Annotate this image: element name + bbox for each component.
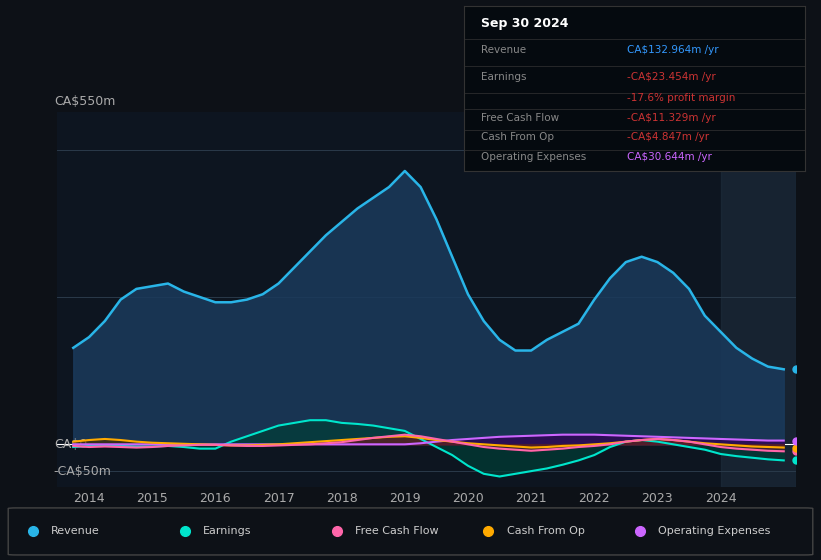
Text: CA$0: CA$0 <box>54 438 87 451</box>
Text: Operating Expenses: Operating Expenses <box>481 152 586 162</box>
Text: CA$550m: CA$550m <box>54 95 115 108</box>
Text: Operating Expenses: Operating Expenses <box>658 526 771 536</box>
Bar <box>721 112 796 487</box>
Text: CA$132.964m /yr: CA$132.964m /yr <box>627 45 719 55</box>
Text: Revenue: Revenue <box>51 526 99 536</box>
Text: -CA$23.454m /yr: -CA$23.454m /yr <box>627 72 716 82</box>
Text: Free Cash Flow: Free Cash Flow <box>481 113 559 123</box>
Text: Revenue: Revenue <box>481 45 526 55</box>
Text: -CA$11.329m /yr: -CA$11.329m /yr <box>627 113 716 123</box>
Text: Earnings: Earnings <box>203 526 251 536</box>
Text: -CA$50m: -CA$50m <box>54 465 112 478</box>
Text: Free Cash Flow: Free Cash Flow <box>355 526 438 536</box>
Text: Cash From Op: Cash From Op <box>481 132 554 142</box>
Text: Cash From Op: Cash From Op <box>507 526 585 536</box>
Text: CA$30.644m /yr: CA$30.644m /yr <box>627 152 713 162</box>
Text: Earnings: Earnings <box>481 72 526 82</box>
Text: Sep 30 2024: Sep 30 2024 <box>481 17 568 30</box>
Text: -17.6% profit margin: -17.6% profit margin <box>627 93 736 103</box>
Text: -CA$4.847m /yr: -CA$4.847m /yr <box>627 132 709 142</box>
